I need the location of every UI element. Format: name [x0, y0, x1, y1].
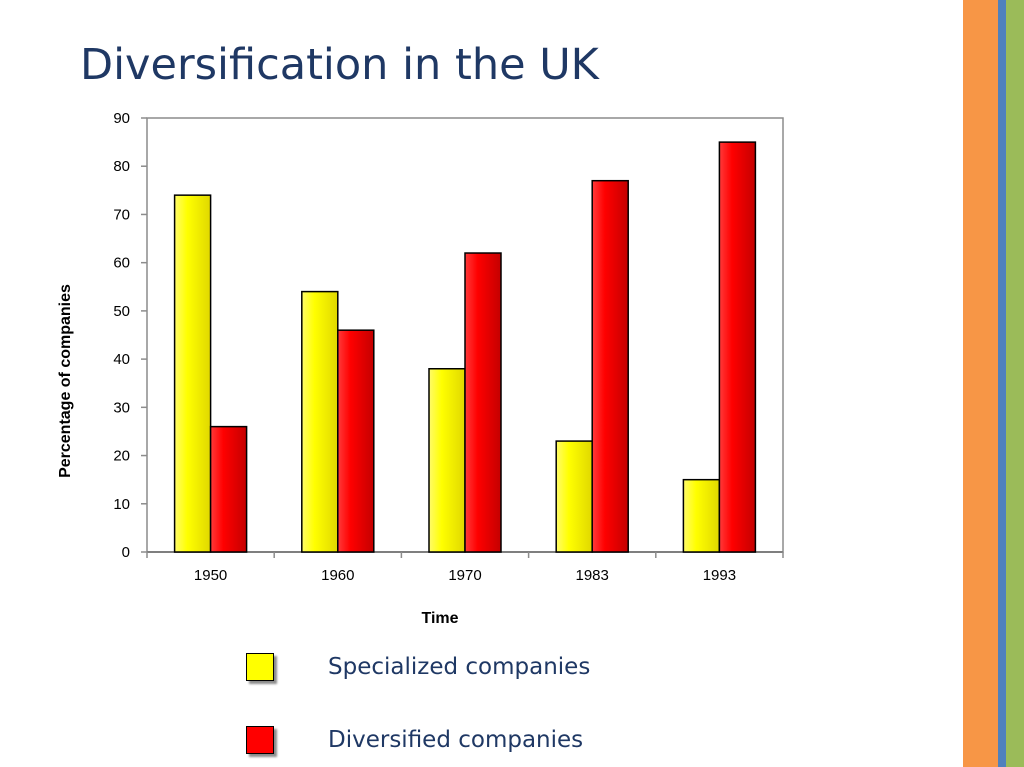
slide-title: Diversification in the UK [80, 40, 599, 90]
y-axis-title: Percentage of companies [57, 284, 74, 478]
bar-specialized-1970 [428, 368, 466, 553]
x-tick-label: 1960 [321, 567, 354, 584]
x-tick-label: 1950 [194, 567, 227, 584]
y-tick-label: 40 [113, 351, 130, 368]
bar-diversified-1993 [718, 141, 757, 553]
x-tick-label: 1970 [448, 567, 481, 584]
y-tick-label: 80 [113, 158, 130, 175]
legend-swatch-diversified [246, 726, 274, 754]
legend-item-specialized: Specialized companies [246, 650, 590, 684]
y-tick-label: 90 [113, 110, 130, 127]
x-axis-title: Time [421, 610, 458, 627]
x-tick-label: 1993 [703, 567, 736, 584]
bar-specialized-1993 [682, 478, 721, 553]
legend-label-specialized: Specialized companies [328, 654, 591, 680]
y-tick-label: 60 [113, 255, 130, 272]
legend-item-diversified: Diversified companies [246, 723, 583, 757]
x-tick-label: 1983 [576, 567, 609, 584]
decorative-stripe-orange [963, 0, 998, 767]
bar-diversified-1983 [591, 179, 629, 553]
bar-specialized-1950 [173, 194, 212, 553]
bar-specialized-1960 [301, 290, 339, 553]
bar-diversified-1970 [464, 252, 502, 553]
y-tick-label: 10 [113, 496, 130, 513]
y-tick-label: 20 [113, 448, 130, 465]
y-tick-label: 50 [113, 303, 130, 320]
legend-swatch-specialized [246, 653, 274, 681]
legend-label-diversified: Diversified companies [328, 727, 584, 753]
decorative-stripe-green [1006, 0, 1024, 767]
decorative-stripe-blue [998, 0, 1006, 767]
bar-specialized-1983 [555, 440, 593, 553]
bar-diversified-1950 [209, 425, 248, 553]
y-tick-label: 30 [113, 399, 130, 416]
y-tick-label: 0 [122, 544, 130, 561]
bar-diversified-1960 [337, 329, 375, 553]
y-tick-label: 70 [113, 206, 130, 223]
